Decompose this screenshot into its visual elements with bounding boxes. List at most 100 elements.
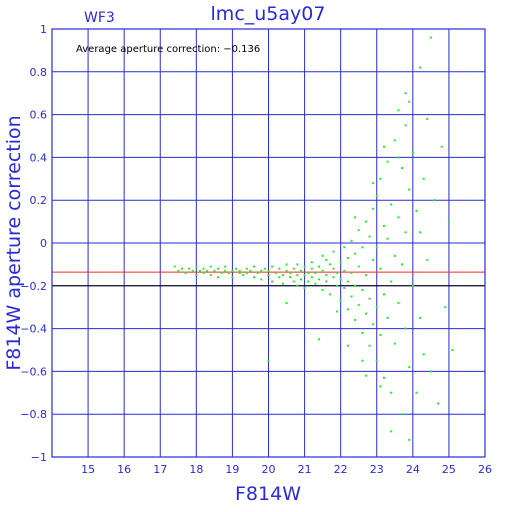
data-point <box>375 359 378 362</box>
data-point <box>379 177 382 180</box>
data-point <box>285 269 288 272</box>
data-point <box>231 276 234 279</box>
data-point <box>191 269 194 272</box>
data-point <box>242 274 245 277</box>
data-point <box>357 304 360 307</box>
data-point <box>260 278 263 281</box>
y-tick-label: 0.8 <box>30 66 48 79</box>
data-point <box>343 246 346 249</box>
data-point <box>404 327 407 330</box>
data-point <box>307 280 310 283</box>
data-point <box>426 117 429 120</box>
data-point <box>451 349 454 351</box>
data-point <box>350 239 353 242</box>
data-point <box>422 177 425 180</box>
data-point <box>386 237 389 240</box>
data-point <box>361 289 364 292</box>
data-point <box>285 263 288 266</box>
data-point <box>325 274 328 277</box>
data-point <box>368 297 371 300</box>
data-point <box>173 265 176 268</box>
data-point <box>346 280 349 283</box>
data-point <box>216 267 219 270</box>
x-tick-label: 20 <box>262 463 276 476</box>
data-point <box>271 280 274 283</box>
data-point <box>202 267 205 270</box>
data-point <box>368 235 371 238</box>
data-point <box>314 282 317 285</box>
data-point <box>444 306 447 309</box>
data-point <box>372 182 375 185</box>
data-point <box>213 269 216 272</box>
data-point <box>238 269 241 272</box>
data-point <box>379 385 382 388</box>
y-tick-label: −0.6 <box>20 365 47 378</box>
data-point <box>361 246 364 249</box>
x-tick-label: 23 <box>370 463 384 476</box>
data-point <box>220 271 223 274</box>
data-point <box>382 376 385 379</box>
data-point <box>404 92 407 95</box>
data-point <box>318 338 321 341</box>
grid <box>52 29 485 457</box>
data-point <box>429 370 432 373</box>
data-point <box>224 269 227 272</box>
data-point <box>339 261 342 264</box>
corner-label: WF3 <box>84 10 115 26</box>
data-point <box>296 263 299 266</box>
data-point <box>404 124 407 127</box>
x-tick-label: 22 <box>334 463 348 476</box>
data-point <box>372 207 375 210</box>
data-point <box>325 280 328 283</box>
data-point <box>332 250 335 253</box>
data-point <box>278 267 281 270</box>
data-point <box>408 188 411 191</box>
data-point <box>310 267 313 270</box>
data-point <box>321 254 324 257</box>
data-point <box>386 160 389 163</box>
data-point <box>382 224 385 227</box>
data-point <box>336 271 339 274</box>
data-point <box>397 216 400 219</box>
data-point <box>307 271 310 274</box>
data-point <box>372 259 375 262</box>
data-point <box>368 344 371 347</box>
data-point <box>415 391 418 394</box>
data-point <box>318 265 321 268</box>
data-point <box>216 276 219 279</box>
data-point <box>343 286 346 289</box>
y-tick-label: 0.6 <box>30 109 48 122</box>
data-point <box>361 331 364 334</box>
x-axis-label: F814W <box>235 483 301 505</box>
data-point <box>231 269 234 272</box>
data-point <box>303 286 306 289</box>
data-point <box>310 261 313 264</box>
data-point <box>437 402 440 405</box>
data-point <box>364 374 367 377</box>
data-point <box>419 231 422 234</box>
data-point <box>397 109 400 112</box>
data-point <box>198 269 201 272</box>
data-point <box>390 430 393 433</box>
data-point <box>361 359 364 362</box>
data-point <box>354 216 357 219</box>
x-tick-label: 17 <box>153 463 167 476</box>
data-point <box>411 152 414 155</box>
plot-frame <box>51 28 486 458</box>
data-point <box>390 280 393 283</box>
y-tick-label: 0 <box>40 237 47 250</box>
x-tick-label: 15 <box>81 463 95 476</box>
data-points <box>173 36 454 441</box>
data-point <box>390 391 393 394</box>
data-point <box>177 269 180 272</box>
data-point <box>235 267 238 270</box>
data-point <box>253 265 256 268</box>
data-point <box>375 246 378 249</box>
data-point <box>401 413 404 416</box>
data-point <box>328 293 331 296</box>
data-point <box>299 269 302 272</box>
data-point <box>390 203 393 206</box>
data-point <box>267 274 270 277</box>
data-point <box>289 276 292 279</box>
